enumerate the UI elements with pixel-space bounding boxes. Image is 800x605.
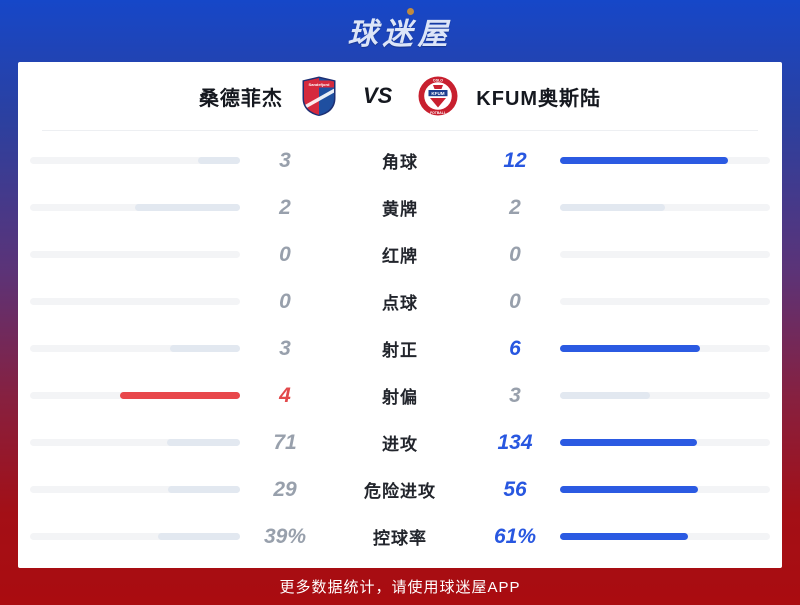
away-stat-value: 0: [509, 242, 521, 266]
home-stat-value: 39%: [263, 524, 307, 548]
away-team-name: KFUM奥斯陆: [476, 87, 602, 110]
stat-label: 控球率: [373, 529, 427, 548]
stat-label: 角球: [382, 153, 418, 172]
header-divider: [42, 130, 758, 131]
app-footer: 更多数据统计，请使用球迷屋APP: [0, 568, 800, 605]
home-stat-bar: [30, 486, 240, 493]
home-stat-bar: [30, 157, 240, 164]
home-stat-value: 0: [279, 242, 291, 266]
away-stat-bar-fill: [560, 533, 689, 540]
app-header: 球迷屋: [0, 0, 800, 62]
home-stat-value: 0: [279, 289, 291, 313]
stat-row: 3 角球 12: [18, 137, 782, 184]
home-stat-bar-fill: [135, 204, 240, 211]
stat-label: 射偏: [382, 388, 418, 407]
away-stat-value: 0: [509, 289, 521, 313]
logo-gold-dot-icon: [407, 8, 415, 15]
stat-row: 2 黄牌 2: [18, 184, 782, 231]
home-stat-bar: [30, 345, 240, 352]
home-stat-bar-fill: [120, 392, 240, 399]
home-stat-bar-fill: [168, 486, 240, 493]
away-stat-bar: [560, 533, 770, 540]
stat-label: 射正: [382, 341, 418, 360]
away-stat-bar-fill: [560, 392, 650, 399]
app-logo-text: 球迷屋: [347, 18, 453, 51]
stat-row: 71 进攻 134: [18, 419, 782, 466]
home-stat-bar: [30, 439, 240, 446]
svg-text:OSLO: OSLO: [433, 78, 443, 82]
away-stat-bar: [560, 251, 770, 258]
footer-text: 更多数据统计，请使用球迷屋APP: [279, 579, 521, 596]
stat-row: 0 点球 0: [18, 278, 782, 325]
home-team-name: 桑德菲杰: [198, 87, 283, 110]
home-stat-value: 4: [279, 383, 291, 407]
away-stat-bar: [560, 157, 770, 164]
away-stat-bar: [560, 392, 770, 399]
stat-label: 红牌: [382, 247, 418, 266]
away-stat-value: 56: [503, 477, 527, 501]
stat-row: 3 射正 6: [18, 325, 782, 372]
home-stat-value: 3: [279, 148, 291, 172]
away-stat-bar: [560, 204, 770, 211]
away-team-badge-icon: OSLO FOTBALL KFUM: [418, 76, 458, 116]
home-stat-bar-fill: [158, 533, 240, 540]
stats-card: 桑德菲杰 Sandefjord VS OSLO FOTBALL: [18, 62, 782, 568]
stat-label: 危险进攻: [364, 482, 436, 501]
svg-text:KFUM: KFUM: [432, 91, 445, 96]
home-stat-bar: [30, 298, 240, 305]
stat-label: 黄牌: [382, 200, 418, 219]
away-stat-bar-fill: [560, 204, 665, 211]
home-stat-bar-fill: [170, 345, 240, 352]
home-stat-bar-fill: [198, 157, 240, 164]
away-stat-value: 6: [509, 336, 521, 360]
away-stat-value: 134: [497, 430, 533, 454]
vs-label: VS: [362, 83, 393, 108]
away-stat-bar-fill: [560, 157, 728, 164]
stat-label: 点球: [382, 294, 418, 313]
away-stat-value: 2: [509, 195, 521, 219]
home-stat-value: 71: [273, 430, 297, 454]
app-logo: 球迷屋: [347, 8, 453, 53]
stat-row: 4 射偏 3: [18, 372, 782, 419]
svg-text:Sandefjord: Sandefjord: [308, 82, 329, 87]
away-stat-value: 3: [509, 383, 521, 407]
home-stat-bar: [30, 533, 240, 540]
stats-list: 3 角球 12 2 黄牌 2 0 红牌 0 0 点球 0 3 射正 6 4 射偏…: [18, 131, 782, 560]
home-stat-bar-fill: [167, 439, 240, 446]
stat-row: 39% 控球率 61%: [18, 513, 782, 560]
away-stat-bar: [560, 298, 770, 305]
home-stat-bar: [30, 392, 240, 399]
away-stat-bar: [560, 439, 770, 446]
home-stat-value: 29: [273, 477, 297, 501]
away-stat-bar-fill: [560, 486, 699, 493]
away-stat-bar: [560, 345, 770, 352]
stat-label: 进攻: [382, 435, 418, 454]
stat-row: 29 危险进攻 56: [18, 466, 782, 513]
svg-text:FOTBALL: FOTBALL: [430, 111, 446, 115]
away-stat-bar-fill: [560, 345, 700, 352]
home-stat-value: 2: [279, 195, 291, 219]
away-stat-value: 61%: [493, 524, 537, 548]
match-header: 桑德菲杰 Sandefjord VS OSLO FOTBALL: [18, 62, 782, 130]
stat-row: 0 红牌 0: [18, 231, 782, 278]
home-team-badge-icon: Sandefjord: [301, 76, 337, 116]
away-stat-value: 12: [503, 148, 527, 172]
away-stat-bar-fill: [560, 439, 698, 446]
away-stat-bar: [560, 486, 770, 493]
home-stat-bar: [30, 251, 240, 258]
home-stat-value: 3: [279, 336, 291, 360]
home-stat-bar: [30, 204, 240, 211]
